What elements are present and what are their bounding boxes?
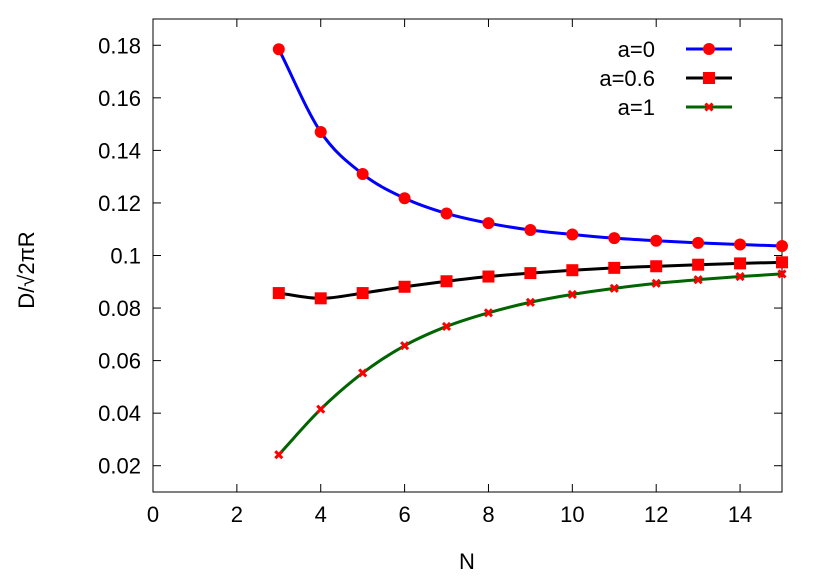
legend-marker-a-0-6 xyxy=(703,72,715,84)
data-point-a-1 xyxy=(777,269,787,279)
data-point-a-1 xyxy=(316,404,326,414)
data-point-a-0 xyxy=(272,43,285,56)
legend-label-a-0-6: a=0.6 xyxy=(599,66,655,91)
x-tick-label: 10 xyxy=(560,502,584,527)
y-tick-label: 0.06 xyxy=(98,349,141,374)
data-point-a-0-6 xyxy=(692,258,705,271)
legend: a=0 a=0.6 a=1 xyxy=(599,37,732,120)
x-tick-label: 0 xyxy=(147,502,159,527)
data-point-a-0-6 xyxy=(566,264,579,277)
data-point-a-0 xyxy=(566,228,579,241)
data-point-a-0-6 xyxy=(272,287,285,300)
data-point-a-0 xyxy=(776,240,788,253)
x-tick-label: 2 xyxy=(231,502,243,527)
series-markers xyxy=(272,43,788,460)
data-point-a-1 xyxy=(274,450,284,460)
axes: 0 2 4 6 8 10 12 14 0.02 0.04 0.06 0.08 0.1 0.12 0.14 0.… xyxy=(98,18,783,527)
data-point-a-0 xyxy=(398,192,411,205)
data-point-a-1 xyxy=(735,271,745,282)
data-point-a-0-6 xyxy=(650,260,663,273)
x-tick-label: 8 xyxy=(482,502,494,527)
data-point-a-0-6 xyxy=(314,292,327,305)
data-point-a-0 xyxy=(356,168,369,181)
y-tick-label: 0.04 xyxy=(98,401,141,426)
y-tick-label: 0.02 xyxy=(98,454,141,479)
data-point-a-1 xyxy=(483,308,494,318)
y-tick-label: 0.12 xyxy=(98,191,141,216)
data-point-a-0 xyxy=(524,224,537,237)
data-point-a-1 xyxy=(441,321,452,332)
data-point-a-0-6 xyxy=(482,270,495,283)
data-point-a-0-6 xyxy=(524,267,537,280)
data-point-a-0-6 xyxy=(734,257,747,270)
data-point-a-1 xyxy=(525,297,535,307)
data-point-a-0 xyxy=(650,234,663,247)
x-tick-label: 4 xyxy=(315,502,327,527)
data-point-a-0 xyxy=(734,238,747,251)
data-point-a-1 xyxy=(609,283,619,293)
data-point-a-1 xyxy=(400,341,410,351)
y-tick-label: 0.16 xyxy=(98,86,141,111)
x-tick-label: 12 xyxy=(644,502,668,527)
legend-label-a-0: a=0 xyxy=(618,37,655,62)
x-axis-label: N xyxy=(459,549,475,574)
x-tick-label: 14 xyxy=(728,502,752,527)
data-point-a-1 xyxy=(358,368,368,378)
y-tick-label: 0.1 xyxy=(110,244,141,269)
legend-marker-a-0 xyxy=(703,43,715,55)
data-point-a-1 xyxy=(693,275,703,285)
data-point-a-0 xyxy=(608,232,621,245)
y-tick-label: 0.18 xyxy=(98,33,141,58)
data-point-a-0-6 xyxy=(440,275,453,288)
plot-frame xyxy=(152,18,783,493)
y-tick-label: 0.14 xyxy=(98,138,141,163)
y-axis-label: D/√2πR xyxy=(14,231,39,308)
data-point-a-0 xyxy=(440,207,453,220)
data-point-a-0 xyxy=(482,217,495,230)
data-point-a-1 xyxy=(651,278,661,288)
data-point-a-0-6 xyxy=(398,280,411,293)
legend-label-a-1: a=1 xyxy=(618,95,655,120)
data-point-a-0 xyxy=(692,236,705,249)
data-point-a-1 xyxy=(567,289,577,299)
data-point-a-0 xyxy=(314,125,327,138)
y-tick-label: 0.08 xyxy=(98,296,141,321)
x-tick-label: 6 xyxy=(398,502,410,527)
legend-marker-a-1 xyxy=(704,102,714,112)
data-point-a-0-6 xyxy=(356,287,369,300)
data-point-a-0-6 xyxy=(608,261,621,274)
data-point-a-0-6 xyxy=(776,256,788,269)
